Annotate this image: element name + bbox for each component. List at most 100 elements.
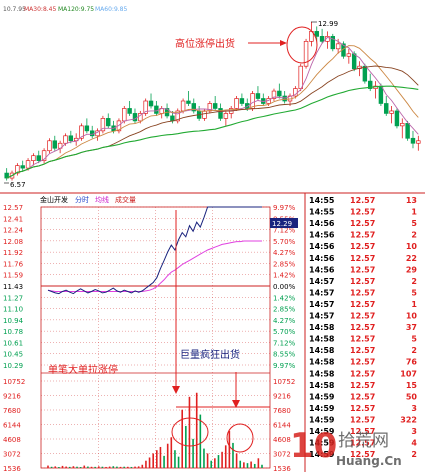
tick-row: 14:58 12.57 37	[309, 323, 417, 332]
tick-volume: 29	[406, 265, 418, 274]
ma-legend-ma30: MA30:8.45	[24, 6, 56, 13]
candle-body	[351, 53, 357, 70]
tab-volume[interactable]: 成交量	[115, 195, 136, 204]
tick-row: 14:56 12.57 2	[309, 231, 417, 240]
tick-time: 14:59	[309, 439, 335, 448]
intraday-background	[0, 193, 305, 472]
price-tick: 12.24	[3, 227, 24, 235]
volume-tick: 10752	[3, 378, 25, 386]
candle-body	[191, 103, 197, 112]
candle-body	[186, 100, 191, 104]
tab-fenshi[interactable]: 分时	[75, 195, 89, 204]
tab-junxian[interactable]: 均线	[95, 195, 109, 204]
tick-time: 14:56	[309, 219, 335, 228]
volume-tick-right: 10752	[273, 378, 295, 386]
tick-price: 12.57	[350, 335, 375, 344]
price-tick-labels: 12.57 12.41 12.24 12.08 11.92 11.76 11.59 11.43…	[3, 204, 24, 370]
volume-tick-right: 4608	[273, 436, 291, 444]
tick-time: 14:58	[309, 323, 335, 332]
tick-time: 14:58	[309, 369, 335, 378]
kline-annotation-text: 高位涨停出货	[175, 37, 235, 50]
ma5-line	[6, 36, 419, 179]
tick-volume: 2	[411, 231, 417, 240]
tick-volume: 322	[400, 415, 417, 424]
candle-body	[20, 165, 25, 169]
ma-legend-date: 10.7.95	[3, 6, 26, 13]
tick-volume: 107	[400, 369, 417, 378]
kline-peak-circle	[286, 26, 318, 64]
tick-row: 14:58 12.57 2	[309, 346, 417, 355]
percent-tick: 1.42%	[273, 294, 296, 302]
tick-price: 12.57	[350, 439, 375, 448]
tick-price: 12.57	[350, 427, 375, 436]
candle-body	[4, 172, 9, 179]
candle-body	[122, 108, 127, 122]
tick-row: 14:58 12.57 15	[309, 381, 417, 390]
candle-body	[319, 36, 325, 42]
tick-volume: 2	[411, 346, 417, 355]
percent-tick: 5.70%	[273, 238, 296, 246]
watermark-url: Huang.Cn	[336, 454, 402, 468]
tick-volume: 2	[411, 450, 417, 459]
tick-row: 14:56 12.57 22	[309, 254, 417, 263]
tick-time: 14:55	[309, 196, 335, 205]
candle-body	[100, 118, 106, 132]
tick-time: 14:57	[309, 312, 334, 321]
percent-tick: 5.70%	[273, 328, 296, 336]
tick-volume: 13	[406, 196, 417, 205]
tick-row: 14:57 12.57 10	[309, 312, 417, 321]
current-price-flag: 12.29	[272, 220, 292, 228]
tick-volume: 76	[406, 358, 418, 367]
tick-time: 14:59	[309, 404, 335, 413]
tick-volume: 3	[411, 427, 417, 436]
candle-body	[31, 155, 36, 162]
kline-high-label: 12.99	[318, 20, 338, 28]
candle-body	[367, 80, 373, 89]
ma60-line	[6, 85, 419, 179]
candle-body	[378, 85, 384, 104]
candle-body	[394, 110, 400, 127]
volume-tick: 6144	[3, 422, 21, 430]
price-tick: 10.61	[3, 339, 23, 347]
tick-time: 14:57	[309, 288, 334, 297]
candle-body	[25, 160, 31, 169]
tick-price: 12.57	[350, 346, 375, 355]
candle-body	[255, 93, 261, 99]
candle-body	[47, 140, 52, 152]
annotation-right: 巨量疯狂出货	[180, 348, 240, 361]
candle-body	[277, 90, 282, 97]
volume-tick: 4608	[3, 436, 21, 444]
volume-tick-labels-right: 10752 9216 7680 6144 4608 3072 1536	[273, 378, 295, 472]
kline-low-label: 6.57	[10, 181, 26, 189]
tick-time: 14:58	[309, 381, 335, 390]
tick-price: 12.57	[350, 312, 375, 321]
current-price-flag-box	[270, 218, 298, 228]
price-tick: 11.27	[3, 294, 23, 302]
price-tick: 12.57	[3, 204, 23, 212]
tick-price: 12.57	[350, 254, 375, 263]
candle-body	[410, 137, 416, 144]
stock-name: 金山开发	[40, 195, 68, 204]
candle-body	[52, 140, 58, 149]
volume-tick-labels-left: 10752 9216 7680 6144 4608 3072 1536	[3, 378, 25, 472]
percent-tick: 1.42%	[273, 272, 296, 280]
tick-time: 14:56	[309, 231, 335, 240]
tick-time: 14:56	[309, 265, 335, 274]
percent-tick: 8.55%	[273, 351, 296, 359]
tick-row: 14:59 12.57 4	[309, 439, 417, 448]
tick-time: 14:58	[309, 346, 335, 355]
tick-volume: 5	[411, 219, 417, 228]
tick-time: 14:59	[309, 415, 335, 424]
candle-body	[303, 40, 309, 67]
candle-body	[180, 100, 186, 112]
tick-volume: 50	[406, 392, 418, 401]
tick-volume: 22	[406, 254, 417, 263]
candle-body	[106, 118, 111, 127]
candle-body	[79, 125, 84, 139]
tick-row: 14:59 12.57 3	[309, 404, 417, 413]
candle-body	[202, 110, 207, 119]
ma-legend-ma60: MA60:9.85	[95, 6, 127, 13]
ma-legend-ma120: MA120:9.75	[58, 6, 94, 13]
